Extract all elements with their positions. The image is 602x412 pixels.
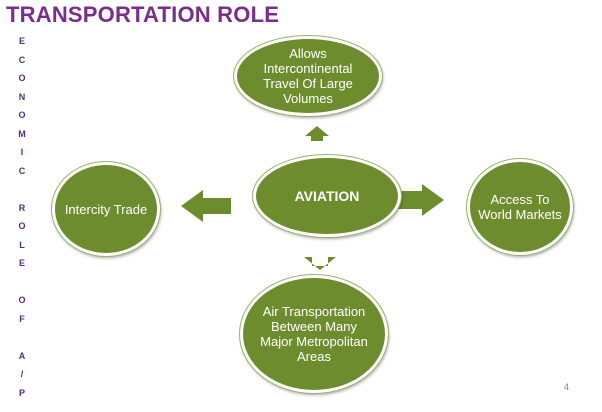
arrow-left xyxy=(181,190,231,222)
node-center-label: AVIATION xyxy=(294,187,360,204)
vertical-label: E C O N O M I C R O L E O F A / P xyxy=(12,0,32,412)
arrow-up xyxy=(305,126,329,141)
vertical-letter: O xyxy=(18,110,26,120)
vertical-letter: O xyxy=(18,73,26,83)
vertical-letter: C xyxy=(18,54,26,65)
node-intercity-trade: Intercity Trade xyxy=(52,162,160,256)
vertical-letter: O xyxy=(18,295,26,305)
node-intercontinental-travel: Allows Intercontinental Travel Of Large … xyxy=(234,36,382,116)
vertical-letter: L xyxy=(19,239,25,250)
vertical-letter: F xyxy=(19,313,25,324)
vertical-letter: A xyxy=(18,350,26,361)
node-world-markets: Access To World Markets xyxy=(467,159,573,255)
vertical-letter: O xyxy=(18,221,26,231)
vertical-letter: C xyxy=(18,165,26,176)
vertical-letter: R xyxy=(18,202,26,213)
vertical-letter: I xyxy=(20,147,24,157)
arrow-down xyxy=(304,257,336,270)
vertical-letter: E xyxy=(18,258,25,268)
node-aviation: AVIATION xyxy=(253,155,401,237)
vertical-letter: / xyxy=(20,369,24,379)
vertical-letter: E xyxy=(18,36,25,46)
page-number: 4 xyxy=(564,382,570,392)
vertical-letter: P xyxy=(18,387,25,398)
node-right-label: Access To World Markets xyxy=(478,192,562,222)
vertical-letter: M xyxy=(18,128,26,139)
node-air-transportation: Air Transportation Between Many Major Me… xyxy=(240,275,388,393)
node-bottom-label: Air Transportation Between Many Major Me… xyxy=(260,304,368,364)
vertical-letter: N xyxy=(18,91,26,102)
node-top-label: Allows Intercontinental Travel Of Large … xyxy=(263,46,353,106)
node-left-label: Intercity Trade xyxy=(64,201,148,217)
arrow-right xyxy=(396,184,444,216)
slide-title: TRANSPORTATION ROLE xyxy=(6,2,280,27)
